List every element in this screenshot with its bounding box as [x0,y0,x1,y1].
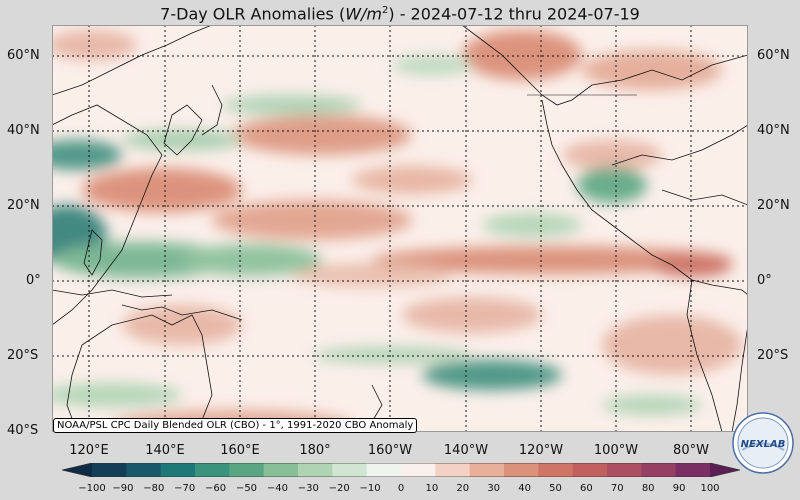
data-source-credit: NOAA/PSL CPC Daily Blended OLR (CBO) - 1… [53,418,418,433]
lat-label-right: 0° [757,273,772,288]
graticule [52,25,748,432]
colorbar-tick-label: −80 [143,483,165,494]
map-title: 7-Day OLR Anomalies (W/m2) - 2024-07-12 … [160,4,640,24]
colorbar-segment [126,463,162,477]
colorbar-segment [160,463,196,477]
colorbar-segment [504,463,539,477]
colorbar-tick-label: −20 [328,483,350,494]
lat-label-left: 0° [26,273,41,288]
colorbar-tick-label: 10 [425,483,439,494]
colorbar-tick-label: −100 [78,483,106,494]
colorbar-segment [92,463,127,477]
lon-label: 140°W [443,443,489,458]
colorbar [62,463,740,477]
colorbar-tick-label: 100 [700,483,720,494]
colorbar-segment [607,463,642,477]
lat-label-right: 20°S [757,348,789,363]
colorbar-tick-label: 20 [456,483,470,494]
colorbar-segment [469,463,505,477]
colorbar-tick-label: −40 [266,483,288,494]
colorbar-tick-label: −50 [235,483,258,494]
colorbar-arrow-right [710,463,740,477]
lat-label-left: 20°N [7,198,40,213]
colorbar-segment [366,463,402,477]
colorbar-tick-label: 90 [672,483,686,494]
colorbar-tick-label: 80 [641,483,655,494]
lon-label: 80°W [673,443,709,458]
colorbar-tick-label: 50 [549,483,562,494]
colorbar-segment [401,463,436,477]
svg-text:NEXLAB: NEXLAB [741,439,786,450]
lat-label-right: 40°N [757,123,790,138]
colorbar-segment [641,463,677,477]
colorbar-segment [195,463,230,477]
colorbar-segment [298,463,333,477]
colorbar-tick-label: 40 [518,483,531,494]
colorbar-segment [572,463,608,477]
colorbar-segment [263,463,299,477]
colorbar-tick-label: 30 [487,483,501,494]
colorbar-tick-label: 0 [397,483,405,494]
lon-label: 160°E [220,443,260,458]
colorbar-tick-label: −10 [359,483,381,494]
colorbar-tick-label: 70 [610,483,624,494]
lat-label-left: 40°S [7,423,39,438]
colorbar-segment [332,463,368,477]
colorbar-segment [675,463,711,477]
lon-label: 140°E [145,443,185,458]
lat-label-right: 20°N [757,198,790,213]
lat-label-left: 40°N [7,123,40,138]
lat-label-left: 20°S [7,348,39,363]
lon-label: 180° [299,443,331,458]
colorbar-tick-label: 60 [580,483,593,494]
colorbar-segment [229,463,265,477]
colorbar-tick-label: −90 [112,483,134,494]
lon-label: 120°E [69,443,109,458]
colorbar-arrow-left [62,463,92,477]
olr-anomaly-map [52,25,748,432]
colorbar-segment [538,463,574,477]
lat-label-right: 60°N [757,48,790,63]
colorbar-tick-label: −70 [174,483,196,494]
coastlines [52,25,748,432]
lon-label: 100°W [593,443,639,458]
colorbar-tick-label: −60 [205,483,227,494]
lon-label: 120°W [518,443,564,458]
colorbar-tick-label: −30 [297,483,319,494]
lon-label: 160°W [367,443,413,458]
colorbar-segment [435,463,471,477]
lat-label-left: 60°N [7,48,40,63]
nexlab-logo: NEXLAB [732,412,794,474]
